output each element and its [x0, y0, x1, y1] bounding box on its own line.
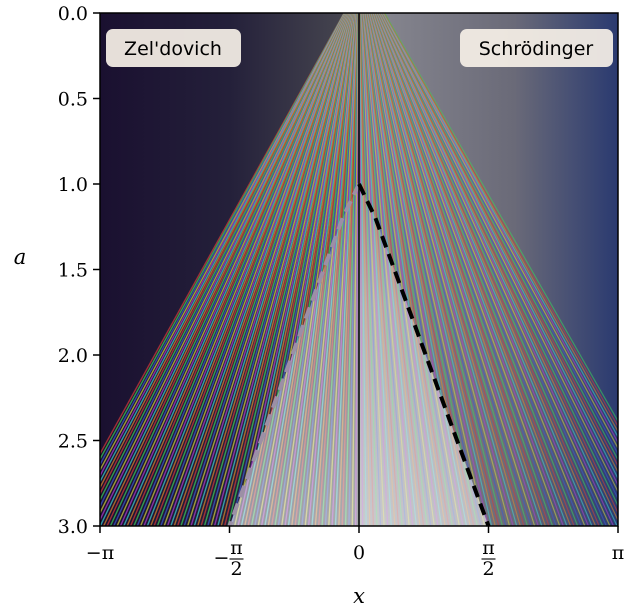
- streak-right: [382, 13, 618, 444]
- streak-right: [381, 13, 618, 462]
- panel-label-text: Schrödinger: [479, 38, 594, 60]
- streak-right: [372, 13, 536, 526]
- streak-right: [370, 13, 511, 526]
- y-tick-label: 2.0: [58, 345, 88, 367]
- streak-right: [377, 13, 604, 526]
- streak-right: [380, 13, 618, 487]
- streak-right: [380, 13, 618, 500]
- streak-right: [368, 13, 489, 526]
- streak-right: [378, 13, 607, 526]
- caustic-right: [357, 183, 491, 527]
- streak-right: [368, 13, 486, 526]
- streak-right: [371, 13, 525, 526]
- streak-right: [377, 13, 597, 526]
- streak-right: [378, 13, 615, 526]
- svg-text:π: π: [230, 537, 243, 559]
- streak-right: [383, 13, 618, 428]
- panel-label-schrodinger: Schrödinger: [460, 29, 613, 67]
- streak-right: [377, 13, 593, 526]
- streak-right: [378, 13, 611, 526]
- streak-right: [369, 13, 500, 526]
- streak-right: [382, 13, 618, 456]
- label-box: [460, 29, 613, 67]
- streak-right: [371, 13, 518, 526]
- label-box: [106, 29, 241, 67]
- streak-right: [373, 13, 554, 526]
- x-tick-label: −π: [86, 542, 114, 564]
- phase-streaks: [100, 13, 618, 526]
- streak-right: [379, 13, 618, 522]
- caustic-left: [227, 183, 361, 527]
- y-tick-label: 1.5: [58, 260, 88, 282]
- streak-right: [372, 13, 532, 526]
- y-tick-label: 1.0: [58, 174, 88, 196]
- streak-right: [383, 13, 618, 423]
- streak-right: [379, 13, 618, 526]
- streak-right: [371, 13, 521, 526]
- streak-right: [369, 13, 496, 526]
- streak-right: [379, 13, 618, 515]
- x-tick-label: 0: [353, 542, 365, 564]
- streak-right: [380, 13, 618, 494]
- streak-right: [376, 13, 589, 526]
- streak-right: [372, 13, 539, 526]
- y-axis-label: a: [14, 245, 27, 269]
- y-tick-label: 0.5: [58, 89, 88, 111]
- streak-right: [381, 13, 618, 480]
- streak-right: [376, 13, 582, 526]
- streak-right: [374, 13, 557, 526]
- y-tick-label: 2.5: [58, 431, 88, 453]
- streak-right: [373, 13, 543, 526]
- x-axis: −π − π20 π2π: [86, 526, 624, 580]
- x-tick-label: − π2: [214, 537, 244, 580]
- heatmap-area: [100, 13, 618, 526]
- streak-right: [382, 13, 618, 450]
- svg-text:−: −: [214, 547, 230, 569]
- streak-right: [370, 13, 507, 526]
- streak-right: [373, 13, 550, 526]
- streak-right: [383, 13, 618, 433]
- x-tick-label: π2: [481, 537, 496, 580]
- svg-text:2: 2: [230, 558, 242, 580]
- streak-right: [381, 13, 618, 468]
- panel-label-zeldovich: Zel'dovich: [106, 29, 241, 67]
- streak-right: [373, 13, 546, 526]
- streak-right: [374, 13, 561, 526]
- streak-right: [375, 13, 575, 526]
- streak-right: [375, 13, 568, 526]
- streak-right: [369, 13, 493, 526]
- streak-right: [377, 13, 600, 526]
- streak-right: [371, 13, 529, 526]
- streak-right: [374, 13, 564, 526]
- svg-text:π: π: [482, 537, 495, 559]
- y-tick-label: 0.0: [58, 3, 88, 25]
- streak-right: [375, 13, 579, 526]
- streak-right: [370, 13, 514, 526]
- x-tick-label: π: [612, 542, 625, 564]
- y-tick-label: 3.0: [58, 516, 88, 538]
- streak-right: [376, 13, 586, 526]
- x-axis-label: x: [353, 584, 365, 608]
- panel-label-text: Zel'dovich: [124, 38, 222, 60]
- streak-right: [383, 13, 618, 439]
- streak-right: [379, 13, 618, 508]
- streak-right: [369, 13, 503, 526]
- caustic-boundary: [227, 183, 491, 527]
- streak-right: [381, 13, 618, 474]
- streak-right: [368, 13, 482, 526]
- streak-right: [375, 13, 572, 526]
- y-axis: 0.0 0.5 1.0 1.5 2.0 2.5 3.0: [58, 3, 100, 538]
- svg-text:2: 2: [482, 558, 494, 580]
